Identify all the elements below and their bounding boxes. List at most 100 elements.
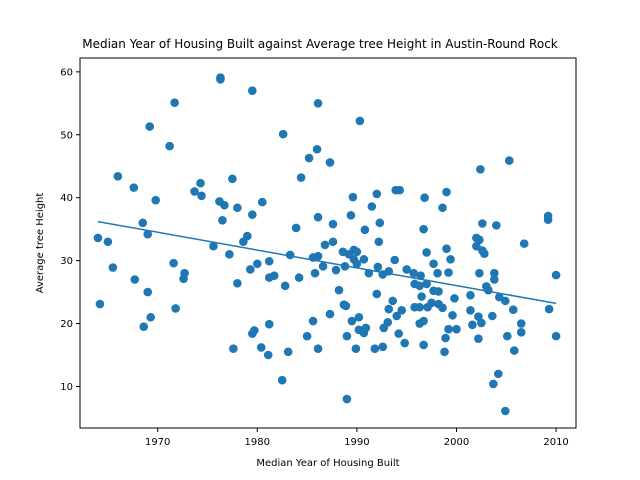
data-point xyxy=(355,116,365,126)
data-point xyxy=(108,263,118,272)
data-point xyxy=(419,224,428,234)
data-point xyxy=(402,265,411,274)
data-point xyxy=(291,223,301,233)
data-point xyxy=(285,250,295,260)
data-point xyxy=(146,312,156,322)
data-point xyxy=(395,185,405,195)
y-tick-label: 60 xyxy=(60,67,73,78)
data-point xyxy=(283,347,293,357)
y-tick-label: 10 xyxy=(60,382,73,393)
data-point xyxy=(138,218,148,228)
data-point xyxy=(250,326,259,335)
data-point xyxy=(103,237,113,247)
data-point xyxy=(475,235,484,245)
data-point xyxy=(433,268,442,278)
data-point xyxy=(474,334,483,343)
data-point xyxy=(400,338,409,348)
trend-line xyxy=(97,220,557,305)
data-point xyxy=(442,187,451,197)
data-point xyxy=(264,319,274,329)
data-point xyxy=(397,306,407,315)
data-point xyxy=(169,258,178,268)
data-point xyxy=(492,221,501,230)
data-point xyxy=(477,318,486,328)
data-point xyxy=(165,141,174,151)
data-point xyxy=(378,342,388,352)
data-point xyxy=(209,241,218,251)
data-point xyxy=(422,248,431,257)
data-point xyxy=(519,239,529,248)
data-point xyxy=(551,270,561,280)
data-point xyxy=(444,324,453,334)
data-point xyxy=(468,320,477,330)
data-point xyxy=(342,394,352,404)
data-point xyxy=(113,172,123,181)
data-point xyxy=(130,275,140,284)
data-point xyxy=(417,292,426,301)
data-point xyxy=(466,306,475,315)
data-point xyxy=(328,219,338,229)
data-point xyxy=(129,183,139,192)
data-point xyxy=(516,319,526,328)
y-tick-label: 40 xyxy=(60,193,73,204)
y-tick-label: 50 xyxy=(60,130,73,141)
data-point xyxy=(95,299,105,309)
data-point xyxy=(490,268,499,278)
data-point xyxy=(143,287,153,297)
data-point xyxy=(170,98,179,107)
data-point xyxy=(360,225,370,235)
data-point xyxy=(246,265,255,274)
data-point xyxy=(347,316,357,326)
data-point xyxy=(228,174,237,184)
data-point xyxy=(331,265,341,275)
data-point xyxy=(197,191,206,201)
y-axis-label: Average tree Height xyxy=(35,193,46,294)
data-point xyxy=(441,333,450,343)
data-point xyxy=(420,193,429,202)
data-point xyxy=(277,375,287,385)
data-point xyxy=(392,311,402,321)
data-point xyxy=(252,259,262,269)
data-point xyxy=(225,250,234,259)
data-point xyxy=(296,173,306,182)
data-point xyxy=(308,316,318,326)
data-point xyxy=(248,86,257,96)
data-point xyxy=(367,202,377,211)
data-point xyxy=(143,229,153,239)
x-tick-label: 1990 xyxy=(344,437,369,448)
data-point xyxy=(384,304,394,314)
data-point xyxy=(516,328,526,337)
data-point xyxy=(438,303,447,313)
data-point xyxy=(280,281,290,291)
data-point xyxy=(229,344,238,354)
x-axis-label: Median Year of Housing Built xyxy=(256,458,399,469)
data-point xyxy=(466,290,475,300)
data-point xyxy=(328,237,338,247)
data-point xyxy=(494,369,503,379)
data-point xyxy=(334,285,344,295)
data-point xyxy=(551,331,561,341)
data-point xyxy=(320,240,330,250)
data-point xyxy=(427,298,436,308)
data-point xyxy=(488,311,497,321)
data-point xyxy=(346,211,356,220)
data-point xyxy=(448,311,457,320)
data-point xyxy=(302,331,312,341)
data-point xyxy=(354,312,364,322)
data-point xyxy=(500,296,510,306)
data-point xyxy=(490,275,499,284)
data-point xyxy=(415,302,424,312)
data-point xyxy=(422,279,431,289)
data-point xyxy=(361,323,371,333)
data-point xyxy=(171,304,180,313)
data-point xyxy=(544,304,554,314)
x-tick-label: 2000 xyxy=(444,437,469,448)
x-tick-label: 1980 xyxy=(245,437,270,448)
data-point xyxy=(475,268,484,278)
data-point xyxy=(263,350,273,360)
data-point xyxy=(434,287,443,296)
data-point xyxy=(257,197,267,207)
data-point xyxy=(342,331,352,341)
data-point xyxy=(409,268,418,278)
data-point xyxy=(419,316,428,326)
